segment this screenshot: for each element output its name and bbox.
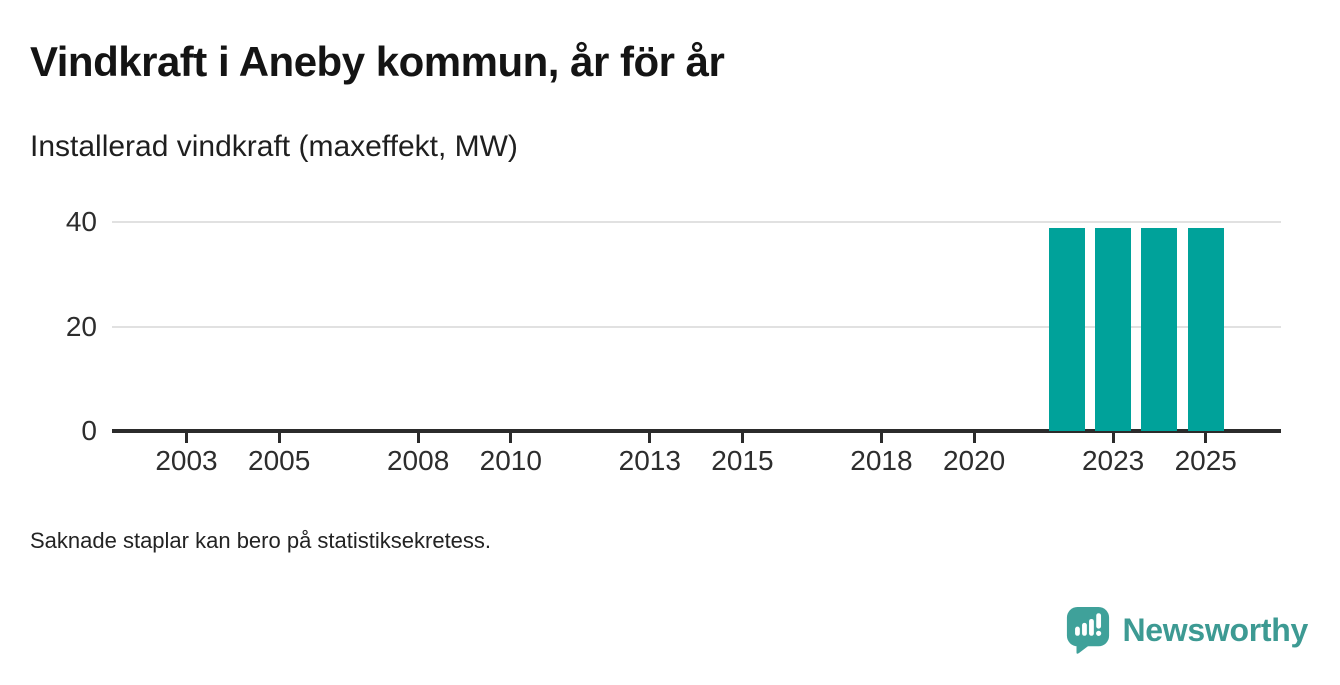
x-axis-tick-label: 2015: [711, 445, 774, 476]
x-axis-tick-label: 2003: [155, 445, 218, 476]
x-axis-tick-label: 2008: [386, 445, 450, 476]
newsworthy-wordmark: Newsworthy: [1122, 611, 1309, 648]
x-axis-tick: [972, 432, 976, 443]
x-axis-line: [112, 429, 1281, 433]
chart-subtitle: Installerad vindkraft (maxeffekt, MW): [30, 130, 518, 163]
x-axis-tick: [740, 432, 744, 443]
x-axis-tick: [1111, 432, 1115, 443]
x-axis-tick: [648, 432, 652, 443]
x-axis-tick-label: 2020: [942, 445, 1006, 476]
x-axis-tick-label: 2005: [248, 445, 311, 476]
bar-2022: [1048, 228, 1085, 431]
chart-footnote: Saknade staplar kan bero på statistiksek…: [30, 528, 492, 553]
y-gridline: [112, 221, 1281, 223]
x-axis-tick-label: 2018: [850, 445, 913, 476]
speech-bubble-bar-chart-icon: [1066, 607, 1109, 654]
x-axis-tick-label: 2010: [479, 445, 542, 476]
x-axis-tick: [277, 432, 281, 443]
y-gridline: [112, 325, 1281, 328]
y-axis-tick-label: 40: [65, 206, 97, 237]
bar-2024: [1141, 228, 1178, 431]
x-axis-tick: [879, 432, 883, 443]
x-axis-tick-label: 2013: [618, 445, 681, 476]
x-axis-tick: [1204, 432, 1208, 443]
x-axis-tick: [185, 432, 188, 443]
x-axis-tick: [416, 432, 420, 443]
y-axis-tick-label: 0: [81, 415, 97, 446]
x-axis-tick: [509, 432, 513, 443]
chart-title: Vindkraft i Aneby kommun, år för år: [30, 38, 725, 85]
newsworthy-logo: Newsworthy: [1065, 605, 1309, 655]
y-axis-tick-label: 20: [65, 310, 97, 342]
x-axis-tick-label: 2023: [1081, 445, 1145, 476]
bar-2025: [1187, 228, 1224, 431]
bar-2023: [1095, 228, 1132, 431]
x-axis-tick-label: 2025: [1174, 445, 1237, 476]
